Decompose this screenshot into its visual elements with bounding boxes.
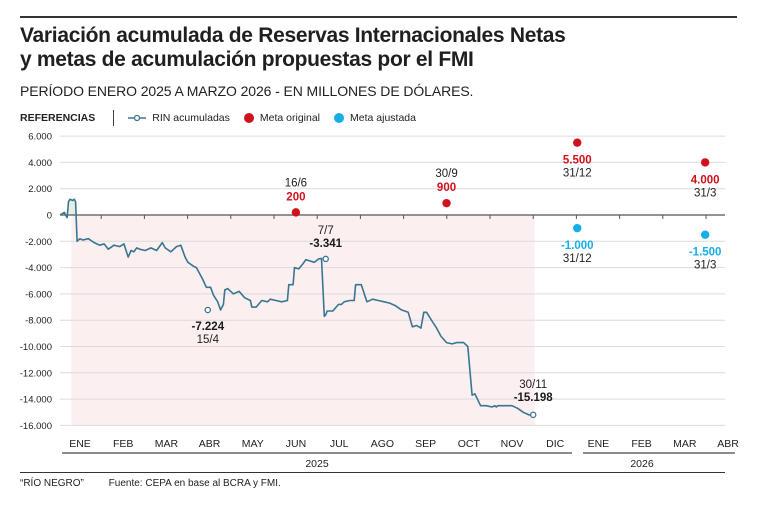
- rin-annotation-value: -15.198: [514, 392, 554, 404]
- meta-ajustada-point: [700, 230, 710, 239]
- meta-original-point: [291, 208, 301, 217]
- x-month-label: FEB: [113, 438, 133, 450]
- meta-original-value: 900: [437, 182, 456, 194]
- red-dot-icon: [243, 113, 254, 123]
- y-tick-label: 2.000: [28, 184, 52, 195]
- meta-ajustada-date: 31/3: [694, 260, 716, 272]
- footer-source: Fuente: CEPA en base al BCRA y FMI.: [108, 478, 281, 489]
- y-tick-label: -14.000: [20, 395, 52, 406]
- meta-ajustada-value: -1.000: [561, 240, 594, 252]
- rin-annotation-date: 15/4: [197, 334, 220, 346]
- legend-label-rin: RIN acumuladas: [152, 112, 230, 124]
- positive-shaded-region: [68, 199, 76, 215]
- x-month-label: ENE: [69, 438, 91, 450]
- top-rule: [20, 16, 737, 18]
- legend-title: REFERENCIAS: [20, 112, 96, 124]
- y-tick-label: -8.000: [25, 316, 52, 327]
- rin-annotation-value: -7.224: [191, 321, 224, 333]
- legend-item-rin: RIN acumuladas: [128, 112, 230, 124]
- rin-annotation-value: -3.341: [309, 238, 342, 250]
- x-month-label: FEB: [631, 438, 651, 450]
- rin-series-line: [59, 198, 535, 416]
- meta-original-point: [573, 138, 582, 147]
- x-month-label: SEP: [415, 438, 436, 450]
- meta-original-value: 200: [286, 191, 305, 203]
- meta-original-value: 5.500: [563, 155, 592, 167]
- x-year-label: 2026: [630, 458, 654, 470]
- chart-subtitle: PERÍODO ENERO 2025 A MARZO 2026 - EN MIL…: [20, 83, 474, 99]
- blue-dot-icon: [334, 113, 345, 123]
- line-marker-icon: [128, 114, 147, 122]
- legend: REFERENCIAS RIN acumuladas Meta original…: [20, 110, 430, 126]
- legend-label-meta-original: Meta original: [259, 112, 321, 124]
- y-tick-label: 6.000: [28, 132, 52, 143]
- x-year-label: 2025: [305, 458, 329, 470]
- meta-original-point: [442, 198, 451, 208]
- rin-annotation-marker: [529, 411, 537, 419]
- y-tick-label: -10.000: [20, 342, 52, 353]
- footer: “RÍO NEGRO” Fuente: CEPA en base al BCRA…: [20, 478, 303, 489]
- y-tick-label: -2.000: [25, 237, 52, 248]
- rin-annotation-marker: [204, 306, 212, 314]
- x-month-label: OCT: [458, 438, 481, 450]
- x-month-label: MAR: [155, 438, 179, 450]
- x-month-label: ABR: [199, 438, 221, 450]
- x-month-label: DIC: [546, 438, 565, 450]
- y-tick-label: -4.000: [25, 263, 52, 274]
- x-month-label: ABR: [717, 438, 739, 450]
- meta-ajustada-point: [573, 223, 582, 233]
- x-month-label: AGO: [371, 438, 394, 450]
- meta-original-date: 31/3: [694, 187, 716, 199]
- footer-rule: [20, 472, 725, 473]
- legend-item-meta-ajustada: Meta ajustada: [334, 112, 416, 124]
- legend-label-meta-ajustada: Meta ajustada: [350, 112, 416, 124]
- meta-ajustada-date: 31/12: [563, 253, 592, 265]
- y-tick-label: -12.000: [20, 368, 52, 379]
- chart-title: Variación acumulada de Reservas Internac…: [20, 24, 566, 72]
- legend-item-meta-original: Meta original: [243, 112, 321, 124]
- y-tick-label: 4.000: [28, 158, 52, 169]
- chart-title-line1: Variación acumulada de Reservas Internac…: [20, 24, 566, 47]
- meta-original-date: 31/12: [563, 168, 592, 180]
- x-month-label: MAR: [673, 438, 697, 450]
- y-tick-label: -6.000: [25, 289, 52, 300]
- meta-original-value: 4.000: [691, 174, 720, 186]
- rin-annotation-date: 7/7: [318, 225, 334, 237]
- x-month-label: NOV: [501, 438, 524, 450]
- rin-annotation-date: 30/11: [519, 379, 547, 391]
- y-tick-label: 0: [47, 211, 52, 222]
- y-tick-label: -16.000: [20, 421, 52, 432]
- footer-credit: “RÍO NEGRO”: [20, 478, 84, 489]
- meta-ajustada-value: -1.500: [689, 247, 722, 259]
- x-month-label: MAY: [242, 438, 264, 450]
- x-month-label: JUN: [286, 438, 306, 450]
- x-month-label: ENE: [588, 438, 610, 450]
- meta-original-date: 16/6: [285, 177, 307, 189]
- x-month-label: JUL: [330, 438, 349, 450]
- legend-divider: [113, 110, 115, 126]
- meta-original-point: [700, 158, 710, 167]
- meta-original-date: 30/9: [435, 168, 457, 180]
- rin-annotation-marker: [322, 255, 329, 263]
- chart-title-line2: y metas de acumulación propuestas por el…: [20, 48, 474, 71]
